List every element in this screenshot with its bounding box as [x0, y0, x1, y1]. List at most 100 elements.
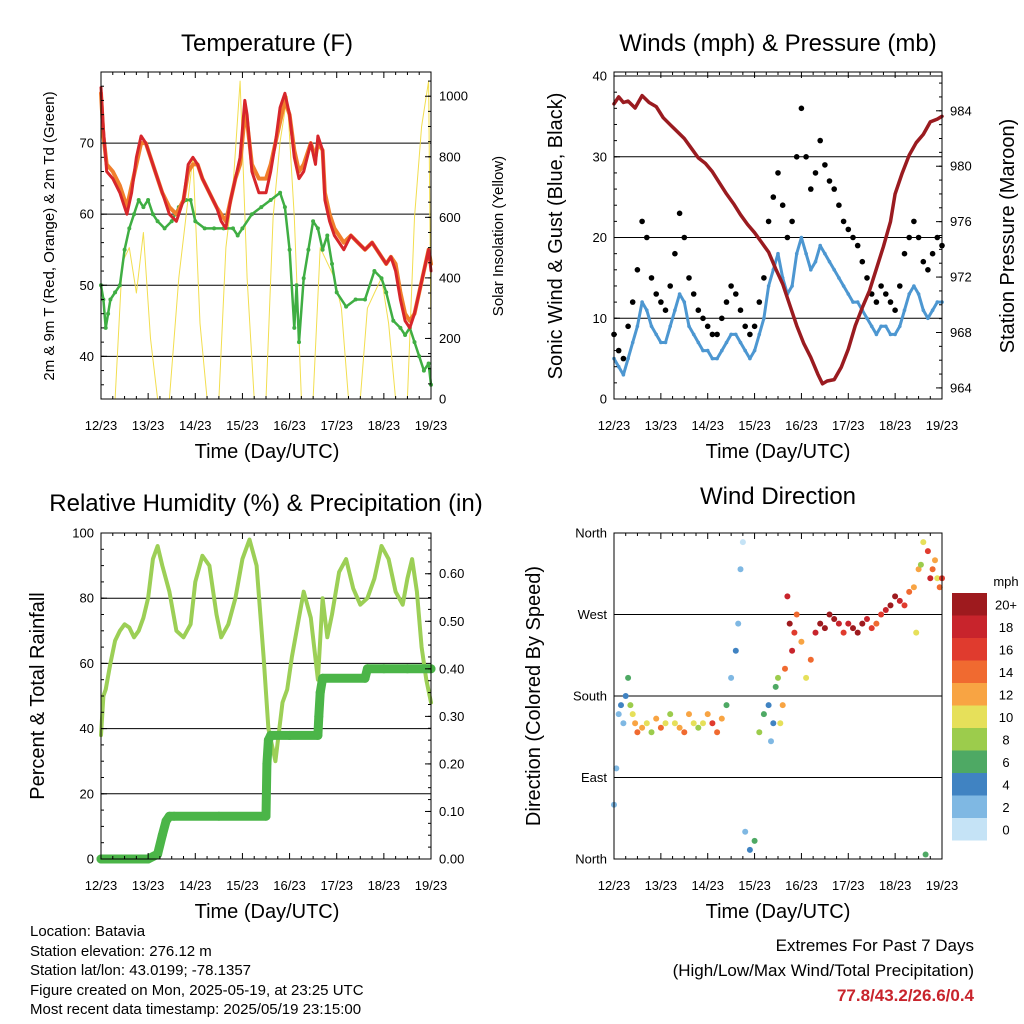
location-text: Location: Batavia: [30, 923, 146, 940]
dewpoint-point: [379, 276, 384, 281]
legend-swatch: [952, 683, 987, 706]
extremes-box: Extremes For Past 7 Days (High/Low/Max W…: [673, 933, 974, 1008]
winds-ylabel: Sonic Wind & Gust (Blue, Black): [545, 93, 567, 380]
direction-point: [784, 593, 791, 600]
extremes-heading: Extremes For Past 7 Days: [775, 936, 974, 955]
wind-point: [687, 324, 691, 329]
gust-point: [700, 315, 706, 322]
gust-point: [892, 307, 898, 314]
wind-point: [701, 348, 705, 353]
dewpoint-point: [278, 190, 283, 195]
gust-point: [733, 291, 739, 297]
direction-point: [882, 607, 889, 613]
dewpoint-point: [132, 212, 136, 217]
wind-point: [888, 332, 893, 337]
x-tick-label: 18/23: [368, 878, 401, 893]
legend-label: 12: [999, 687, 1013, 702]
x-tick-label: 14/23: [179, 418, 212, 433]
y2-tick-label: 972: [950, 270, 972, 285]
y-tick-label: 70: [80, 136, 94, 151]
dewpoint-point: [306, 247, 311, 252]
temperature-title: Temperature (F): [181, 30, 353, 57]
direction-point: [760, 711, 767, 718]
dewpoint-point: [325, 233, 330, 238]
x-tick-label: 15/23: [226, 418, 259, 433]
wind-point: [832, 268, 836, 272]
precipitation-point: [379, 664, 389, 674]
direction-point: [821, 625, 828, 632]
legend-label: 16: [999, 642, 1013, 657]
wind-point: [799, 235, 804, 240]
direction-point: [613, 765, 620, 772]
gust-point: [836, 202, 842, 208]
y2-tick-label: 0.30: [439, 709, 464, 724]
direction-point: [786, 620, 793, 627]
direction-point: [723, 702, 730, 709]
dewpoint-point: [294, 283, 299, 288]
gust-point: [765, 218, 772, 225]
wind-point: [818, 243, 822, 248]
humidity-panel: Relative Humidity (%) & Precipitation (i…: [27, 490, 483, 923]
dewpoint-point: [108, 297, 113, 302]
x-tick-label: 17/23: [320, 878, 353, 893]
direction-point: [791, 629, 798, 636]
gust-point: [906, 234, 912, 241]
gust-point: [728, 283, 734, 289]
wind-point: [663, 340, 668, 345]
temperature-gridlines: [101, 142, 431, 357]
x-tick-label: 12/23: [85, 418, 118, 433]
legend-swatch: [952, 728, 987, 751]
wind-point: [705, 348, 710, 353]
precipitation-point: [313, 730, 323, 740]
wind-point: [762, 316, 766, 321]
dewpoint-point: [202, 226, 207, 231]
x-tick-label: 17/23: [320, 418, 353, 433]
dewpoint-point: [297, 340, 301, 345]
wind-point: [930, 308, 935, 313]
gust-point: [915, 234, 922, 241]
wind-point: [926, 316, 930, 321]
direction-point: [835, 620, 842, 627]
wind-point: [616, 364, 621, 369]
temperature-series: [99, 80, 433, 400]
y-tick-label: 10: [593, 311, 607, 326]
dewpoint-point: [412, 340, 417, 345]
temperature-plot-area: [101, 72, 431, 399]
wind-point: [804, 251, 808, 256]
y-tick-label: 40: [593, 69, 607, 84]
direction-point: [700, 720, 706, 727]
x-tick-label: 17/23: [832, 418, 865, 433]
wind-point: [715, 356, 719, 361]
gust-point: [658, 299, 664, 305]
dewpoint-point: [162, 226, 167, 231]
direction-point: [690, 720, 697, 727]
wind-point: [710, 356, 715, 361]
gust-point: [756, 299, 763, 305]
direction-point: [793, 611, 800, 618]
direction-point: [648, 729, 655, 736]
dewpoint-point: [363, 297, 367, 302]
legend-label: 10: [999, 710, 1013, 725]
dewpoint-point: [292, 325, 297, 330]
direction-point: [714, 729, 721, 736]
y-tick-label: South: [573, 689, 607, 704]
precipitation-point: [360, 673, 370, 683]
wind-point: [841, 284, 846, 288]
direction-point: [739, 539, 746, 546]
dewpoint-point: [320, 247, 325, 252]
direction-point: [704, 711, 711, 718]
dewpoint-point: [282, 205, 287, 210]
wind-point: [827, 259, 832, 264]
pressure-line: [612, 93, 944, 386]
dewpoint-point: [188, 198, 193, 202]
x-tick-label: 13/23: [132, 878, 165, 893]
direction-points: [611, 539, 945, 858]
created-text: Figure created on Mon, 2025-05-19, at 23…: [30, 981, 364, 999]
dewpoint-point: [384, 290, 389, 295]
gust-point: [934, 234, 941, 241]
wind-point: [790, 284, 794, 288]
wind-point: [720, 348, 724, 353]
gust-point: [887, 299, 894, 305]
direction-point: [878, 611, 885, 618]
